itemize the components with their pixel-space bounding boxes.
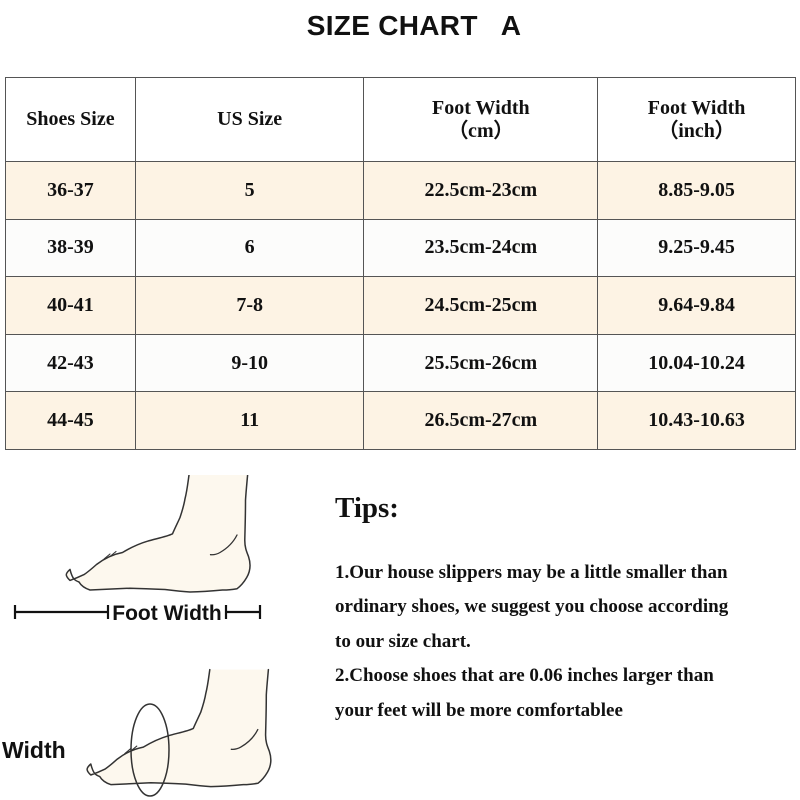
svg-text:Width: Width <box>2 737 66 763</box>
svg-text:Foot Width: Foot Width <box>112 602 221 625</box>
